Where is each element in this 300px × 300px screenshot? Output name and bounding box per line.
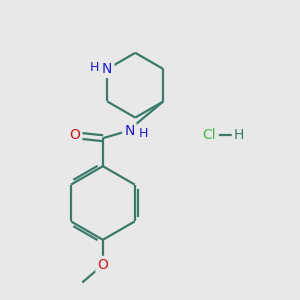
Text: N: N	[124, 124, 135, 138]
Text: Cl: Cl	[202, 128, 216, 142]
Text: H: H	[233, 128, 244, 142]
Text: O: O	[70, 128, 80, 142]
Text: N: N	[102, 62, 112, 76]
Text: H: H	[139, 127, 148, 140]
Text: H: H	[90, 61, 100, 74]
Text: O: O	[98, 258, 108, 272]
